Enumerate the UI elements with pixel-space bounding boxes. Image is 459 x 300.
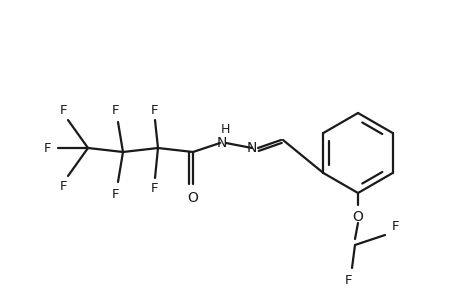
- Text: O: O: [352, 210, 363, 224]
- Text: N: N: [246, 141, 257, 155]
- Text: N: N: [216, 136, 227, 150]
- Text: F: F: [151, 103, 158, 116]
- Text: F: F: [60, 179, 67, 193]
- Text: F: F: [112, 188, 119, 200]
- Text: O: O: [187, 191, 198, 205]
- Text: F: F: [44, 142, 51, 154]
- Text: F: F: [392, 220, 399, 233]
- Text: F: F: [112, 103, 119, 116]
- Text: F: F: [345, 274, 352, 287]
- Text: H: H: [220, 122, 229, 136]
- Text: F: F: [60, 103, 67, 116]
- Text: F: F: [151, 182, 158, 196]
